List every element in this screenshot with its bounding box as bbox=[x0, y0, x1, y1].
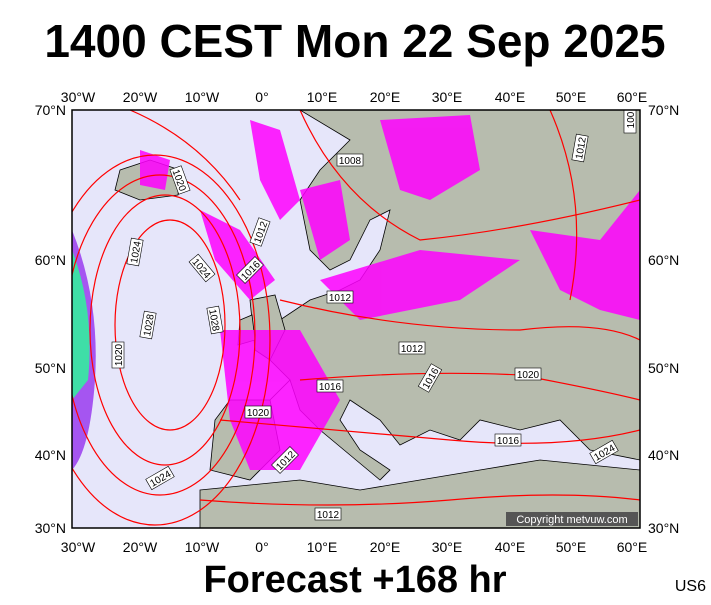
isobar-label: 1020 bbox=[111, 341, 125, 369]
isobar-label-box bbox=[126, 237, 144, 267]
isobar-label-box bbox=[169, 165, 191, 195]
isobar-label: 1024 bbox=[126, 237, 144, 267]
lon-label-top: 10°E bbox=[307, 89, 338, 105]
isobar-label-box bbox=[326, 290, 354, 304]
isobar-label: 1016 bbox=[316, 379, 344, 393]
forecast-label: Forecast +168 hr bbox=[203, 559, 506, 600]
map-title: 1400 CEST Mon 22 Sep 2025 bbox=[44, 15, 665, 67]
isobar-label: 1012 bbox=[571, 133, 589, 163]
isobar-label-text: 100 bbox=[626, 111, 637, 128]
isobar-label: 1020 bbox=[244, 405, 272, 419]
isobar-label-text: 1012 bbox=[329, 293, 352, 304]
isobar-label: 1012 bbox=[398, 341, 426, 355]
isobar-label-box bbox=[139, 310, 157, 340]
lon-label-top: 0° bbox=[255, 89, 268, 105]
isobar-label-box bbox=[111, 341, 125, 369]
lon-label-top: 10°W bbox=[185, 89, 220, 105]
isobar-label-box bbox=[236, 256, 264, 284]
isobar-label-box bbox=[398, 341, 426, 355]
lon-label-top: 30°E bbox=[432, 89, 463, 105]
isobar-label: 1020 bbox=[514, 367, 542, 381]
isobar-label-box bbox=[417, 363, 443, 393]
copyright-box bbox=[506, 512, 638, 526]
isobar-label-text: 1024 bbox=[129, 240, 144, 264]
lon-label-top: 50°E bbox=[556, 89, 587, 105]
isobar-label-box bbox=[249, 217, 271, 247]
isobar-label-text: 1028 bbox=[206, 308, 221, 332]
isobar-label-text: 1028 bbox=[142, 313, 157, 337]
lon-label-top: 20°W bbox=[123, 89, 158, 105]
lat-label-left: 70°N bbox=[35, 102, 66, 118]
lon-label-bottom: 10°W bbox=[185, 539, 220, 555]
graticule-labels: 30°W 30°W 20°W 20°W 10°W 10°W 0° 0° 10°E 10°E 20°E… bbox=[35, 89, 680, 555]
isobar-label-box bbox=[571, 133, 589, 163]
lon-label-bottom: 40°E bbox=[495, 539, 526, 555]
isobar-label-box bbox=[316, 379, 344, 393]
isobar-label: 1012 bbox=[326, 290, 354, 304]
lon-label-bottom: 30°E bbox=[432, 539, 463, 555]
lat-label-right: 30°N bbox=[648, 520, 679, 536]
lon-label-bottom: 50°E bbox=[556, 539, 587, 555]
isobar-label-box bbox=[145, 465, 175, 491]
isobar-label-box bbox=[623, 110, 637, 134]
isobar-label-text: 1016 bbox=[319, 382, 342, 393]
isobar-label-text: 1012 bbox=[574, 136, 589, 160]
lat-label-right: 60°N bbox=[648, 252, 679, 268]
lon-label-bottom: 20°W bbox=[123, 539, 158, 555]
isobar-label-text: 1020 bbox=[517, 370, 540, 381]
lon-label-bottom: 20°E bbox=[370, 539, 401, 555]
lat-label-left: 50°N bbox=[35, 360, 66, 376]
isobar-label: 1012 bbox=[314, 507, 342, 521]
lon-label-bottom: 0° bbox=[255, 539, 268, 555]
lat-label-left: 30°N bbox=[35, 520, 66, 536]
lon-label-top: 40°E bbox=[495, 89, 526, 105]
lat-label-right: 70°N bbox=[648, 102, 679, 118]
map-frame bbox=[71, 109, 641, 529]
copyright: Copyright metvuw.com bbox=[516, 514, 627, 526]
isobar-label-box bbox=[589, 439, 619, 465]
isobar-label-text: 1020 bbox=[114, 343, 125, 366]
lon-label-bottom: 30°W bbox=[61, 539, 96, 555]
isobar-label-box bbox=[188, 253, 216, 283]
isobar-label-box bbox=[514, 367, 542, 381]
lon-label-bottom: 10°E bbox=[307, 539, 338, 555]
isobar-label-box bbox=[271, 446, 299, 474]
isobar-label-text: 1016 bbox=[497, 436, 520, 447]
run-code: US6 bbox=[675, 578, 706, 595]
precipitation bbox=[72, 115, 640, 470]
isobar-label: 1016 bbox=[494, 433, 522, 447]
isobar-label-text: 1020 bbox=[247, 408, 270, 419]
isobar-label-box bbox=[314, 507, 342, 521]
lon-label-top: 30°W bbox=[61, 89, 96, 105]
isobar-label: 1028 bbox=[139, 310, 157, 340]
lat-label-left: 40°N bbox=[35, 447, 66, 463]
lon-label-bottom: 60°E bbox=[617, 539, 648, 555]
isobar-label-box bbox=[494, 433, 522, 447]
lon-label-top: 60°E bbox=[617, 89, 648, 105]
lat-label-right: 50°N bbox=[648, 360, 679, 376]
isobar-label-text: 1008 bbox=[339, 156, 362, 167]
isobar-label-text: 1012 bbox=[401, 344, 424, 355]
lat-label-right: 40°N bbox=[648, 447, 679, 463]
isobar-label: 1008 bbox=[336, 153, 364, 167]
isobar-label: 100 bbox=[623, 110, 637, 134]
isobar-label-text: 1012 bbox=[317, 510, 340, 521]
lon-label-top: 20°E bbox=[370, 89, 401, 105]
isobars bbox=[72, 110, 640, 526]
isobar-label-box bbox=[244, 405, 272, 419]
isobar-label: 1028 bbox=[206, 305, 224, 335]
lat-label-left: 60°N bbox=[35, 252, 66, 268]
isobar-label-box bbox=[206, 305, 224, 335]
isobar-label-box bbox=[336, 153, 364, 167]
